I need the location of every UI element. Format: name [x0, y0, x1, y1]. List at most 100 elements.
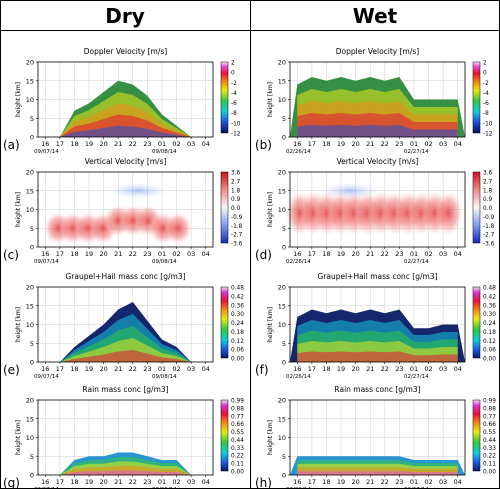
- x-tick-label: 21: [366, 140, 374, 148]
- panel-title: Rain mass conc [g/m3]: [82, 385, 168, 394]
- panel-title: Doppler Velocity [m/s]: [336, 47, 420, 56]
- x-tick-label: 02: [424, 140, 432, 148]
- x-tick-label: 23: [143, 365, 151, 373]
- colorbar-label: 0.66: [231, 422, 244, 428]
- colorbar-label: 0.77: [483, 414, 496, 420]
- x-tick-label: 20: [99, 250, 107, 258]
- colorbar-label: 0.12: [231, 339, 244, 345]
- y-tick-label: 10: [278, 96, 286, 104]
- y-tick-label: 10: [26, 206, 34, 214]
- x-tick-label: 19: [337, 250, 345, 258]
- vv-updraft-blob: [434, 191, 463, 236]
- vv-downdraft-blob: [108, 182, 168, 199]
- x-tick-label: 02: [424, 365, 432, 373]
- colorbar-label: 0.55: [483, 430, 496, 436]
- panel-title: Vertical Velocity [m/s]: [85, 157, 167, 166]
- y-tick-label: 5: [282, 115, 286, 123]
- x-tick-label: 16: [41, 478, 49, 486]
- y-tick-label: 15: [26, 415, 34, 423]
- x-tick-label: 18: [322, 140, 330, 148]
- x-tick-label: 22: [129, 365, 137, 373]
- vv-updraft-blob: [164, 212, 192, 245]
- date-start: 02/26/14: [286, 149, 311, 155]
- y-tick-label: 5: [282, 453, 286, 461]
- x-tick-label: 16: [41, 140, 49, 148]
- y-tick-label: 15: [278, 77, 286, 85]
- y-tick-label: 0: [30, 359, 34, 367]
- x-tick-label: 01: [410, 478, 418, 486]
- y-tick-label: 15: [278, 415, 286, 423]
- echo-band: [45, 470, 206, 475]
- panel-e: Graupel+Hail mass conc [g/m3] 0 5 10 15 20 hei…: [3, 272, 244, 380]
- colorbar-label: 0.22: [483, 454, 496, 460]
- colorbar-label: 0.88: [231, 406, 244, 412]
- y-tick-label: 10: [278, 206, 286, 214]
- panel-label: (d): [255, 248, 272, 262]
- colorbar-label: 2.7: [231, 179, 241, 185]
- echo-band: [45, 338, 206, 362]
- x-tick-label: 23: [143, 478, 151, 486]
- colorbar-label: 0.18: [231, 330, 244, 336]
- column-header-dry: Dry: [105, 4, 145, 28]
- colorbar-label: 0.30: [231, 312, 244, 318]
- x-tick-label: 03: [187, 250, 195, 258]
- x-tick-label: 17: [308, 365, 316, 373]
- x-tick-label: 04: [454, 140, 462, 148]
- y-tick-label: 15: [26, 187, 34, 195]
- colorbar-label: 3.6: [483, 171, 493, 177]
- y-axis-label: height [km]: [267, 307, 274, 342]
- x-tick-label: 20: [99, 140, 107, 148]
- panel-label: (g): [3, 476, 20, 489]
- date-end: 02/27/14: [404, 259, 429, 265]
- x-tick-label: 19: [85, 365, 93, 373]
- y-tick-label: 5: [282, 225, 286, 233]
- date-start: 09/07/14: [34, 487, 59, 489]
- colorbar-label: 2: [483, 61, 487, 67]
- x-tick-label: 23: [143, 140, 151, 148]
- y-tick-label: 0: [30, 134, 34, 142]
- x-tick-label: 20: [99, 478, 107, 486]
- x-tick-label: 01: [410, 250, 418, 258]
- panel-g: Rain mass conc [g/m3] 0 5 10 15 20 height [km]…: [3, 385, 244, 489]
- x-tick-label: 04: [202, 365, 210, 373]
- y-tick-label: 20: [26, 284, 34, 292]
- colorbar-label: 0.36: [483, 303, 496, 309]
- y-axis-label: height [km]: [15, 420, 22, 455]
- x-tick-label: 17: [56, 478, 64, 486]
- colorbar-label: -10: [231, 121, 241, 127]
- date-end: 02/27/14: [404, 149, 429, 155]
- colorbar-label: -8: [483, 111, 489, 117]
- x-tick-label: 20: [351, 478, 359, 486]
- x-tick-label: 19: [85, 140, 93, 148]
- colorbar-label: 0.0: [231, 206, 241, 212]
- colorbar-label: 0.00: [483, 357, 496, 363]
- x-tick-label: 19: [85, 478, 93, 486]
- colorbar-label: -2: [231, 81, 237, 87]
- x-tick-label: 21: [366, 478, 374, 486]
- x-tick-label: 02: [172, 478, 180, 486]
- colorbar-label: -0.9: [483, 215, 495, 221]
- y-tick-label: 0: [282, 359, 286, 367]
- colorbar-label: 0.18: [483, 330, 496, 336]
- x-tick-label: 19: [337, 365, 345, 373]
- colorbar-label: 2.7: [483, 179, 493, 185]
- colorbar-label: 0.00: [483, 470, 496, 476]
- y-tick-label: 15: [278, 187, 286, 195]
- colorbar-label: -10: [483, 121, 493, 127]
- colorbar-label: 0.0: [483, 206, 493, 212]
- colorbar-label: 0.06: [483, 348, 496, 354]
- x-tick-label: 21: [114, 250, 122, 258]
- y-tick-label: 10: [26, 434, 34, 442]
- x-tick-label: 20: [351, 365, 359, 373]
- y-tick-label: 10: [26, 96, 34, 104]
- x-tick-label: 16: [293, 140, 301, 148]
- colorbar-label: 0.48: [483, 286, 496, 292]
- date-end: 09/08/14: [152, 149, 177, 155]
- colorbar-label: 0.99: [483, 399, 496, 405]
- panel-title: Doppler Velocity [m/s]: [84, 47, 168, 56]
- colorbar-label: 0.42: [483, 294, 496, 300]
- y-tick-label: 5: [282, 340, 286, 348]
